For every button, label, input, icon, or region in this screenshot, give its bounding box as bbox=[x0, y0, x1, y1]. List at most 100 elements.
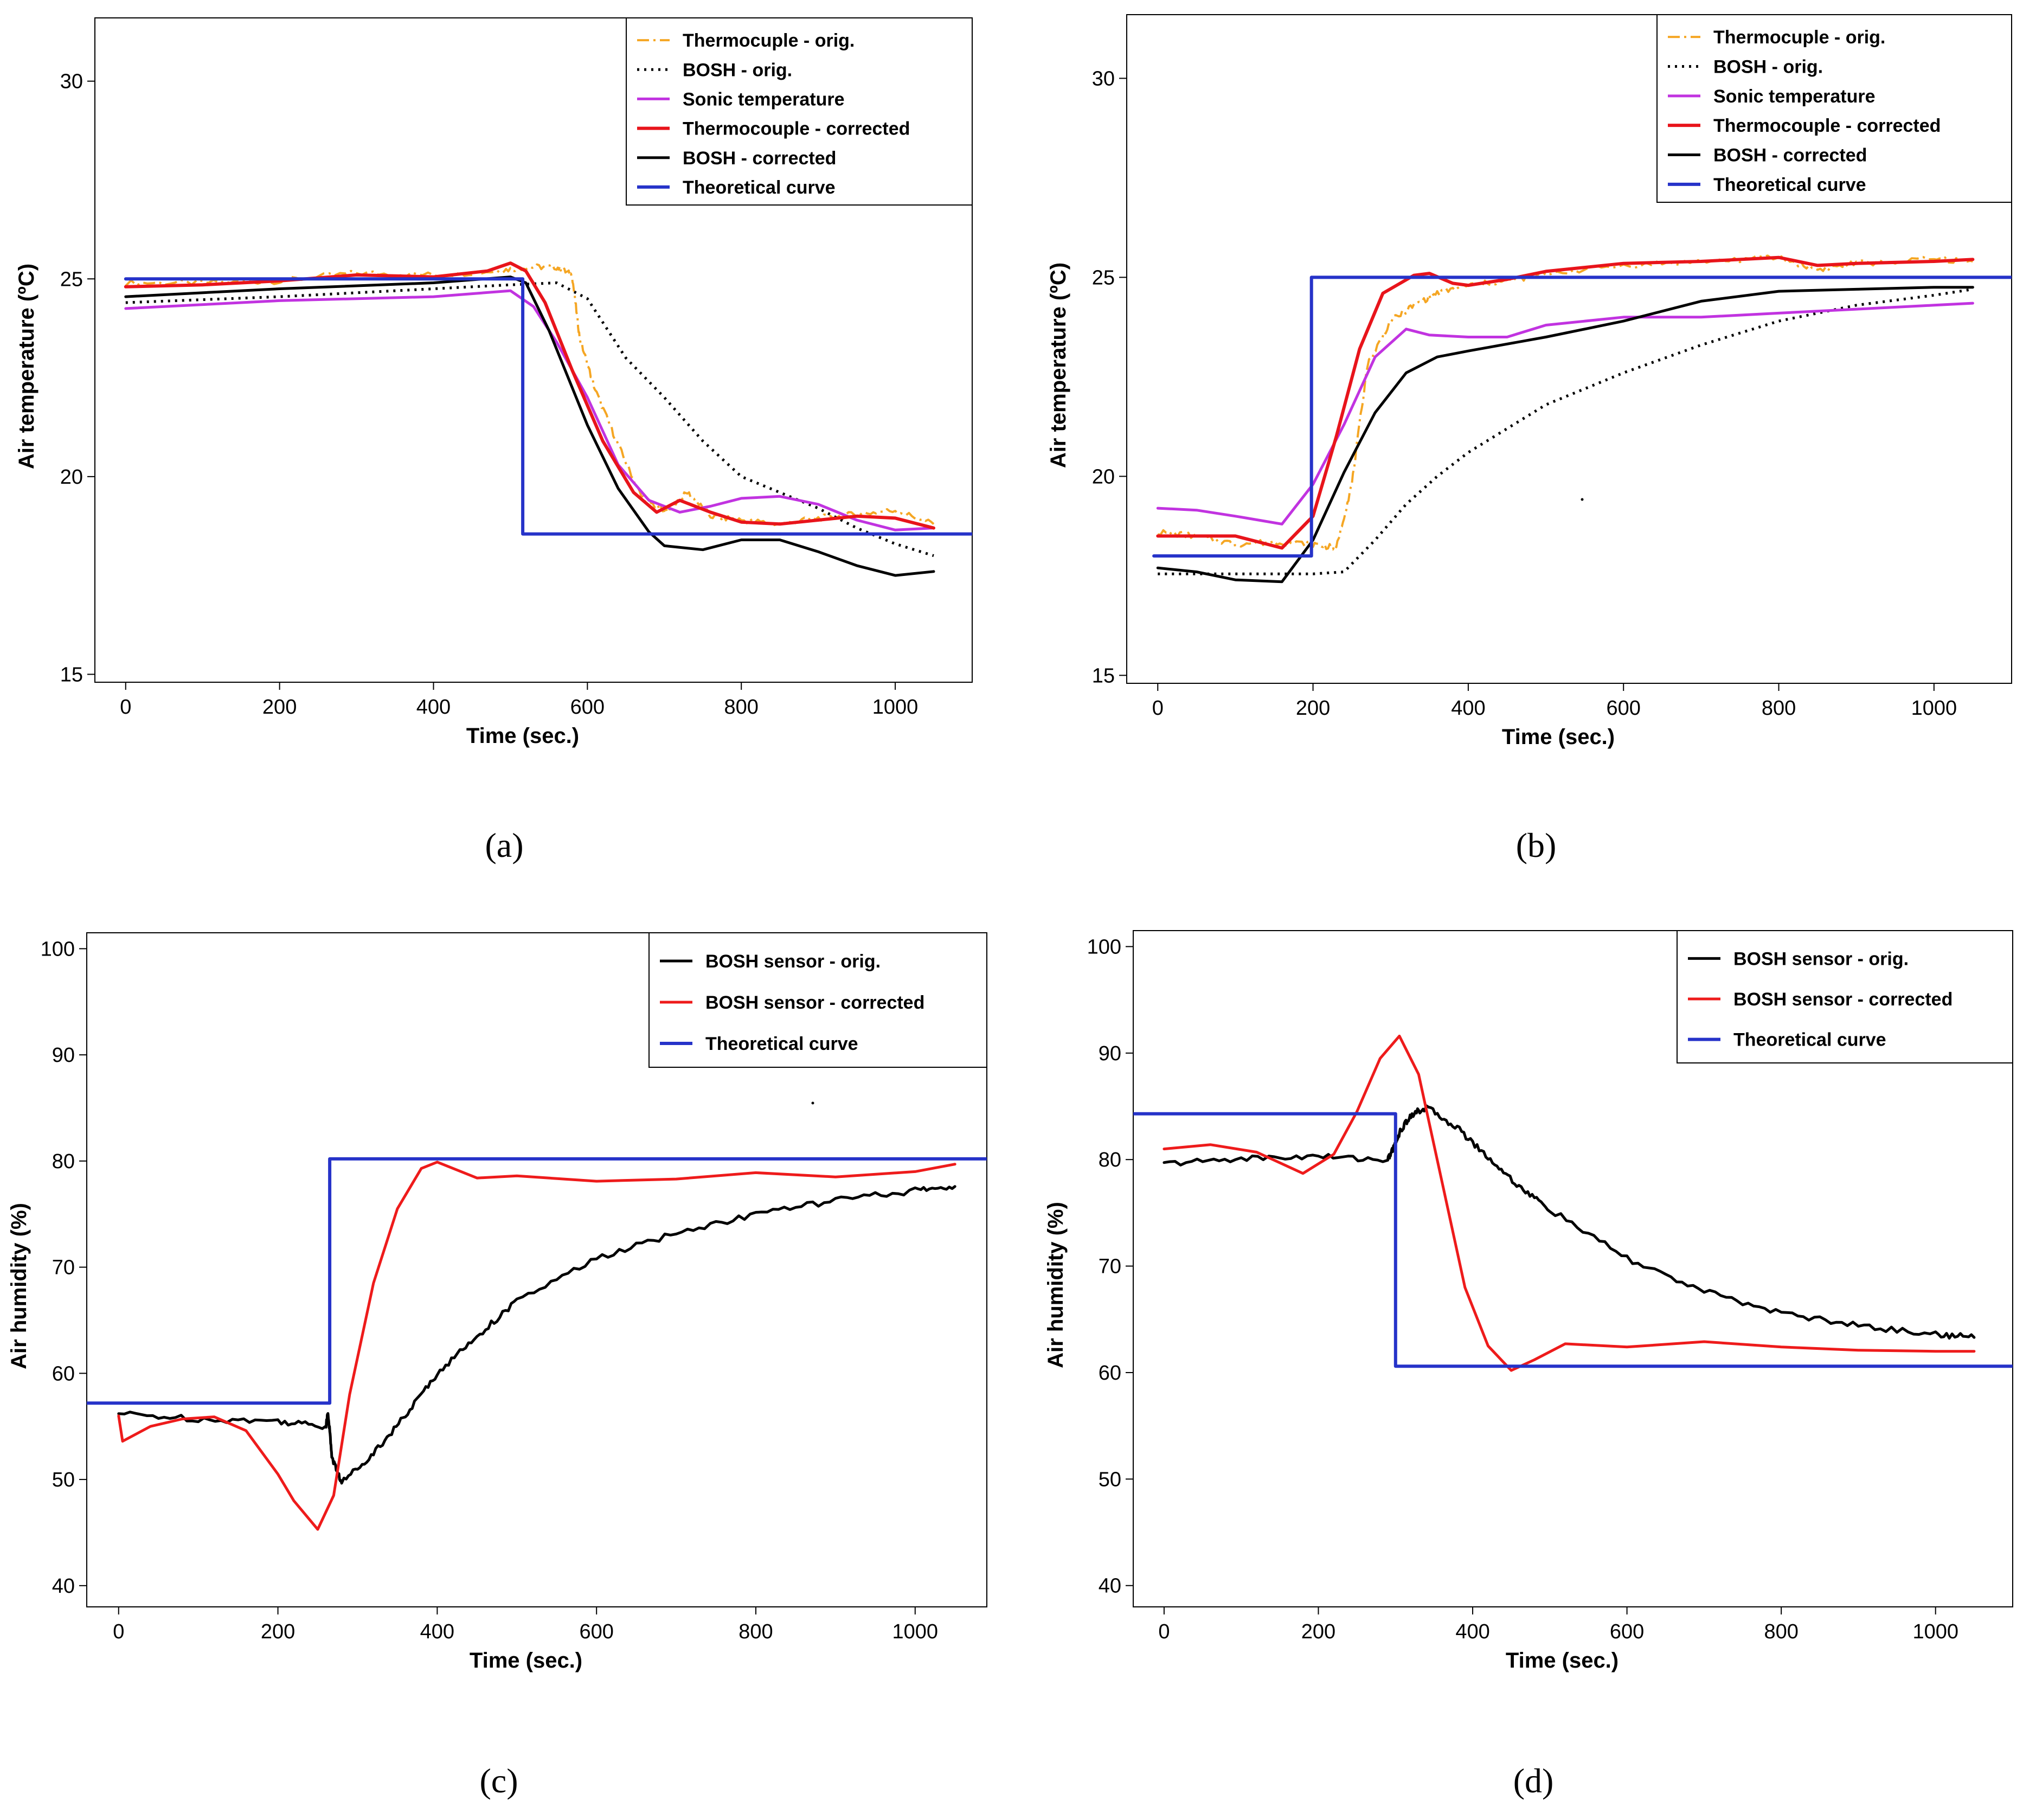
legend: BOSH sensor - orig. BOSH sensor - correct… bbox=[1677, 930, 2013, 1063]
y-tick-label: 15 bbox=[60, 663, 83, 686]
legend-entry: BOSH sensor - corrected bbox=[705, 992, 924, 1013]
legend-entry: BOSH - orig. bbox=[1713, 57, 1823, 78]
y-tick-label: 30 bbox=[60, 71, 83, 93]
x-tick-label: 200 bbox=[261, 1620, 295, 1643]
legend-entry: BOSH sensor - orig. bbox=[1733, 949, 1909, 969]
series-line-thermo-orig bbox=[1158, 254, 1973, 551]
series-line-theory bbox=[1133, 1112, 2013, 1368]
x-tick-label: 0 bbox=[1158, 1620, 1170, 1643]
x-tick-label: 800 bbox=[1764, 1620, 1798, 1643]
series-group bbox=[124, 261, 972, 577]
x-tick-label: 600 bbox=[1610, 1620, 1644, 1643]
series-line-sonic bbox=[1156, 302, 1974, 526]
plot-frame bbox=[86, 932, 987, 1607]
legend: Thermocuple - orig. BOSH - orig. Sonic tem… bbox=[626, 17, 973, 206]
y-tick-label: 60 bbox=[52, 1362, 75, 1385]
legend-entry: Theoretical curve bbox=[1733, 1030, 1886, 1050]
chart-d: 0 200 400 600 800 1000 40 50 60 70 80 90 100 Time (se… bbox=[1044, 930, 2013, 1800]
stray-dot bbox=[1581, 498, 1584, 501]
y-tick-label: 40 bbox=[52, 1575, 75, 1598]
y-tick-label: 70 bbox=[1099, 1255, 1121, 1278]
legend-box bbox=[626, 17, 973, 206]
y-tick-label: 25 bbox=[1092, 266, 1115, 289]
legend-entry: Theoretical curve bbox=[705, 1034, 858, 1054]
legend-entry: Sonic temperature bbox=[683, 89, 845, 110]
x-tick-label: 0 bbox=[1152, 697, 1164, 720]
series-line-theory bbox=[87, 1157, 987, 1405]
series-line-thermo-corr bbox=[1156, 255, 1975, 550]
x-tick-label: 1000 bbox=[892, 1620, 939, 1643]
x-tick-label: 1000 bbox=[1911, 697, 1957, 720]
legend-box bbox=[1656, 14, 2012, 203]
series-group bbox=[87, 1157, 987, 1531]
x-axis-label: Time (sec.) bbox=[1502, 725, 1615, 749]
x-tick-label: 600 bbox=[570, 696, 605, 719]
chart-caption: (a) bbox=[485, 826, 523, 864]
legend-box bbox=[648, 932, 987, 1068]
y-tick-label: 25 bbox=[60, 268, 83, 291]
legend-entry: Thermocuple - orig. bbox=[1713, 27, 1885, 48]
x-tick-label: 200 bbox=[1301, 1620, 1335, 1643]
x-tick-label: 0 bbox=[113, 1620, 124, 1643]
y-axis-label: Air temperature (ºC) bbox=[15, 264, 38, 469]
series-line-humid-orig bbox=[117, 1185, 956, 1485]
legend-box bbox=[1677, 930, 2013, 1063]
y-tick-label: 30 bbox=[1092, 67, 1115, 90]
series-line-humid-corr bbox=[1163, 1034, 1976, 1372]
x-tick-label: 800 bbox=[1762, 697, 1796, 720]
y-axis-label: Air temperature (ºC) bbox=[1046, 262, 1070, 468]
chart-caption: (b) bbox=[1516, 826, 1557, 864]
x-tick-label: 400 bbox=[416, 696, 451, 719]
x-tick-label: 600 bbox=[1607, 697, 1641, 720]
x-tick-label: 1000 bbox=[1912, 1620, 1958, 1643]
legend-entry: BOSH - corrected bbox=[683, 148, 836, 169]
x-tick-label: 400 bbox=[1455, 1620, 1489, 1643]
chart-caption: (c) bbox=[479, 1761, 518, 1800]
x-axis-label: Time (sec.) bbox=[1506, 1649, 1619, 1672]
x-tick-label: 1000 bbox=[872, 696, 919, 719]
legend-entry: Sonic temperature bbox=[1713, 86, 1876, 107]
chart-caption: (d) bbox=[1513, 1761, 1554, 1800]
legend-entry: Theoretical curve bbox=[1713, 175, 1866, 195]
legend-entry: Thermocouple - corrected bbox=[683, 119, 910, 139]
series-group bbox=[1152, 254, 2012, 584]
legend-entry: Thermocouple - corrected bbox=[1713, 116, 1941, 136]
y-tick-label: 90 bbox=[52, 1044, 75, 1067]
legend: Thermocuple - orig. BOSH - orig. Sonic tem… bbox=[1656, 14, 2012, 203]
y-tick-label: 50 bbox=[52, 1469, 75, 1491]
y-tick-label: 20 bbox=[1092, 465, 1115, 488]
y-tick-label: 40 bbox=[1099, 1575, 1121, 1598]
series-line-sonic bbox=[124, 289, 935, 531]
x-tick-label: 800 bbox=[738, 1620, 773, 1643]
x-tick-label: 200 bbox=[1296, 697, 1330, 720]
y-tick-label: 15 bbox=[1092, 664, 1115, 687]
x-tick-label: 600 bbox=[579, 1620, 613, 1643]
legend-entry: Thermocuple - orig. bbox=[683, 30, 855, 51]
y-tick-label: 70 bbox=[52, 1257, 75, 1279]
legend: BOSH sensor - orig. BOSH sensor - correct… bbox=[648, 932, 987, 1068]
x-axis-label: Time (sec.) bbox=[466, 724, 579, 748]
y-tick-label: 90 bbox=[1099, 1042, 1121, 1065]
plot-frame bbox=[1133, 930, 2013, 1607]
legend-entry: Theoretical curve bbox=[683, 177, 836, 198]
series-line-humid-orig bbox=[1163, 1104, 1976, 1340]
y-axis-label: Air humidity (%) bbox=[7, 1203, 31, 1369]
legend-entry: BOSH sensor - orig. bbox=[705, 951, 881, 972]
legend-entry: BOSH - corrected bbox=[1713, 145, 1867, 166]
series-line-humid-corr bbox=[117, 1161, 956, 1531]
x-tick-label: 0 bbox=[120, 696, 131, 719]
x-tick-label: 200 bbox=[262, 696, 297, 719]
x-tick-label: 400 bbox=[1451, 697, 1485, 720]
x-axis-label: Time (sec.) bbox=[470, 1649, 582, 1672]
legend-entry: BOSH - orig. bbox=[683, 60, 792, 80]
y-tick-label: 50 bbox=[1099, 1468, 1121, 1491]
series-line-theory bbox=[1152, 275, 2012, 558]
y-tick-label: 20 bbox=[60, 466, 83, 489]
stray-dot bbox=[811, 1101, 814, 1105]
series-line-bosh-orig bbox=[1158, 287, 1973, 575]
plot-frame bbox=[94, 17, 973, 683]
y-tick-label: 100 bbox=[41, 938, 75, 960]
series-group bbox=[1133, 1034, 2013, 1372]
x-tick-label: 400 bbox=[420, 1620, 454, 1643]
